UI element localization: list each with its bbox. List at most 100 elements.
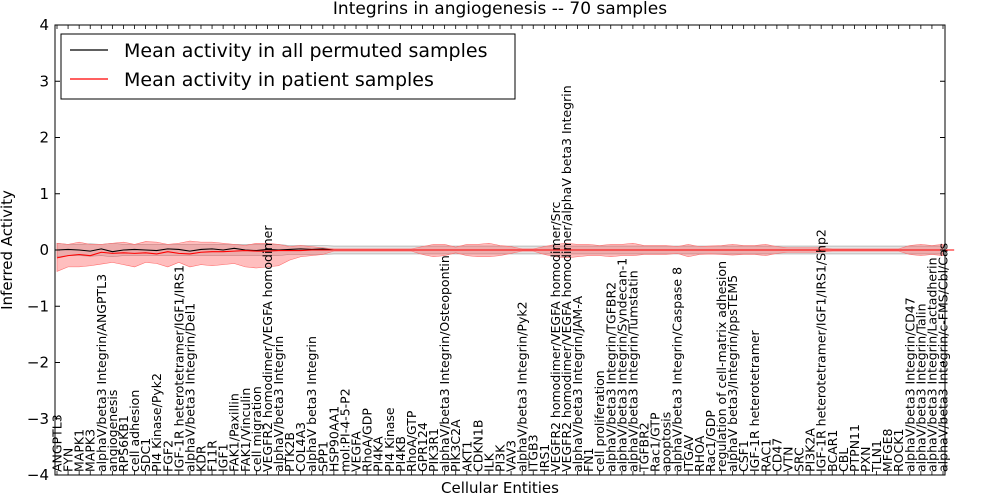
plot-frame xyxy=(54,24,946,476)
category-label: FGF2 xyxy=(160,440,175,472)
category-label: PI3K2A xyxy=(803,428,818,472)
category-label: alphaV/beta3 Integrin/CD47 xyxy=(902,297,917,472)
category-label: RPS6KB1 xyxy=(116,415,131,472)
category-label: IGF-1R heterotetramer/IGF1/IRS1 xyxy=(171,265,186,472)
x-axis-label: Cellular Entities xyxy=(441,479,559,497)
category-label: TLN1 xyxy=(869,440,884,473)
category-label: alphaV/beta3 Integrin/Del1 xyxy=(182,303,197,472)
category-label: cell proliferation xyxy=(592,370,607,472)
category-label: regulation of cell-matrix adhesion xyxy=(714,261,729,472)
category-label: BCAR1 xyxy=(825,430,840,472)
category-label: ROCK1 xyxy=(891,429,906,472)
category-label: FAK1/Vinculin xyxy=(238,388,253,472)
category-label: PIK3C2A xyxy=(448,419,463,472)
category-label: alphaV/beta3 Integrin/Osteopontin xyxy=(437,255,452,472)
category-label: angiogenesis xyxy=(105,390,120,472)
category-label: ITGB3 xyxy=(526,434,541,472)
category-label: VEGFR2 homodimer/VEGFA homodimer/Src xyxy=(548,202,563,472)
legend-box xyxy=(60,33,516,100)
category-label: SDC1 xyxy=(138,438,153,472)
category-label: CD47 xyxy=(769,438,784,472)
category-label: GPR124 xyxy=(415,422,430,472)
category-label: VEGFR2 homodimer/VEGFA homodimer xyxy=(260,225,275,472)
category-label: alphaV/beta3 Integrin/JAM-A xyxy=(570,296,585,472)
category-label: PI4 Kinase xyxy=(382,407,397,472)
category-label: SPP1 xyxy=(315,441,330,472)
category-label: RHOA xyxy=(692,435,707,472)
category-label: alphaV/beta3 Integrin/ANGPTL3 xyxy=(94,274,109,472)
category-label: alphaV/beta3 Integrin/Pyk2 xyxy=(515,301,530,472)
category-label: AKT1 xyxy=(459,441,474,472)
category-label: PXN xyxy=(858,447,873,472)
category-label: alphaV/beta3 Integrin/Lactadherin xyxy=(924,257,939,472)
category-label: CSF1 xyxy=(736,440,751,472)
category-label: MAPK3 xyxy=(83,429,98,472)
category-label: alphaV/beta3 Integrin/Talin xyxy=(913,304,928,473)
category-label: FAK1/Paxillin xyxy=(227,393,242,472)
category-label: IGF-1R heterotetramer xyxy=(747,329,762,472)
band-series-1 xyxy=(56,240,944,272)
category-label: alphaV/beta3 Integrin/TGFBR2 xyxy=(603,282,618,472)
y-tick-label: 4 xyxy=(39,16,49,34)
category-label: PI4 Kinase/Pyk2 xyxy=(149,373,164,472)
category-label: PI4KB xyxy=(393,436,408,472)
line-series-1 xyxy=(56,249,955,259)
category-label: IGF1 xyxy=(216,443,231,472)
category-label: CDKN1B xyxy=(470,420,485,472)
chart-title: Integrins in angiogenesis -- 70 samples xyxy=(333,0,667,19)
y-tick-label: 1 xyxy=(39,185,49,203)
legend: Mean activity in all permuted samples Me… xyxy=(60,33,516,100)
series-lines xyxy=(56,247,955,259)
category-label: ITGAV xyxy=(681,434,696,472)
y-tick-label: 0 xyxy=(39,241,49,259)
y-tick-label: −3 xyxy=(27,410,49,428)
category-label: VEGFA xyxy=(349,431,364,472)
category-label: PTK2B xyxy=(282,432,297,472)
y-tick-label: −1 xyxy=(27,297,49,315)
category-label: RhoA/GDP xyxy=(360,408,375,472)
category-label: ANGPTL3 xyxy=(50,414,65,472)
y-tick-label: 3 xyxy=(39,72,49,90)
category-label: mol:PI-4-5-P2 xyxy=(337,388,352,472)
category-label: alphaV/beta3 Integrin/Caspase 8 xyxy=(670,267,685,472)
category-label: COL4A3 xyxy=(293,422,308,472)
category-label: PI4KA xyxy=(371,436,386,472)
legend-label-permuted: Mean activity in all permuted samples xyxy=(124,40,487,62)
category-label: PIK3R1 xyxy=(426,428,441,472)
category-label: cell adhesion xyxy=(127,390,142,472)
category-label: Rac1/GDP xyxy=(703,410,718,472)
y-tick-label: −4 xyxy=(27,466,49,484)
category-label: VAV3 xyxy=(504,440,519,472)
category-label: alphaV beta3/Integrin/ppsTEM5 xyxy=(725,275,740,472)
category-label: Rac1/GTP xyxy=(648,412,663,472)
category-label: alphaV/beta3 Integrin/Tumstatin xyxy=(625,270,640,472)
y-tick-label: −2 xyxy=(27,354,49,372)
y-axis-label: Inferred Activity xyxy=(0,190,16,310)
category-label: apoptosis xyxy=(659,412,674,472)
category-label: CBL xyxy=(836,448,851,472)
category-label: RAC1 xyxy=(758,439,773,472)
category-label: SRC xyxy=(792,447,807,472)
category-label: MAPK1 xyxy=(72,429,87,472)
category-label: RhoA/GTP xyxy=(404,410,419,472)
category-label: KDR xyxy=(193,445,208,472)
category-label: cell migration xyxy=(249,386,264,472)
category-label: VTN xyxy=(780,446,795,472)
category-label: F11R xyxy=(205,440,220,472)
category-label: HSP90AA1 xyxy=(326,406,341,472)
category-label: PI3K xyxy=(493,444,508,472)
category-label: FN1 xyxy=(581,448,596,473)
category-label: PTPN11 xyxy=(847,424,862,472)
category-label: alphaV/beta3 Integrin xyxy=(271,336,286,472)
category-label: VEGFR2 homodimer/VEGFA homodimer/alphaV … xyxy=(559,85,574,472)
y-tick-label: 2 xyxy=(39,129,49,147)
category-label: TGFBR2 xyxy=(636,422,651,473)
category-label: alphaV beta3 Integrin xyxy=(304,336,319,472)
category-label: ILK xyxy=(481,452,496,472)
category-label: MFGE8 xyxy=(880,428,895,472)
category-label: alphaV/beta3 Integrin/c-FMS/Cbl/Cas xyxy=(936,243,951,472)
category-label: IRS1 xyxy=(537,444,552,472)
y-axis-ticks: −4 −3 −2 −1 0 1 2 3 4 xyxy=(27,16,945,484)
